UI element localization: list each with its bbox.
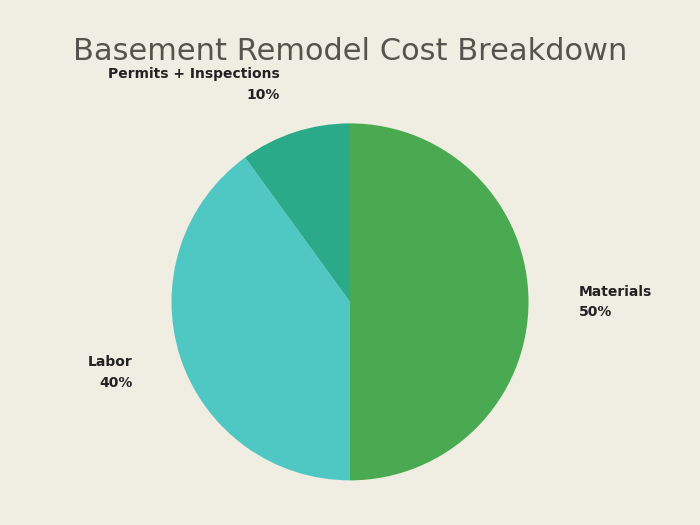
- Wedge shape: [245, 123, 350, 302]
- Wedge shape: [350, 123, 528, 480]
- Text: Permits + Inspections
10%: Permits + Inspections 10%: [108, 67, 279, 102]
- Wedge shape: [172, 158, 350, 480]
- Text: Materials
50%: Materials 50%: [578, 285, 652, 319]
- Text: Labor
40%: Labor 40%: [88, 355, 133, 390]
- Text: Basement Remodel Cost Breakdown: Basement Remodel Cost Breakdown: [73, 37, 627, 66]
